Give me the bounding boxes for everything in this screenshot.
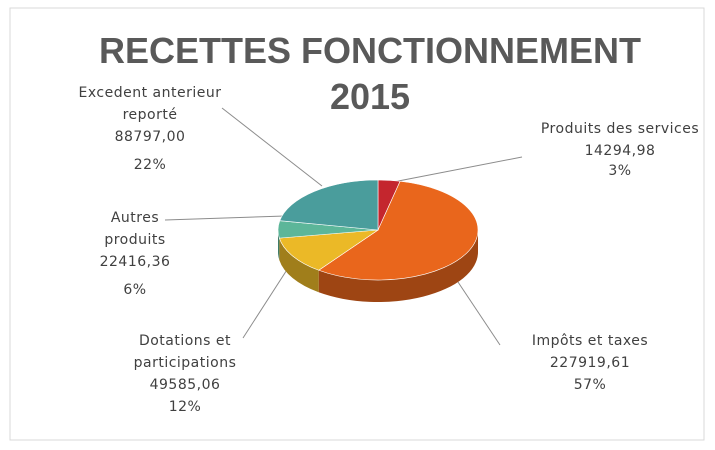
value-label: 88797,00 xyxy=(114,129,186,145)
value-label: 49585,06 xyxy=(149,377,221,393)
chart-frame xyxy=(9,7,705,441)
leader-line xyxy=(242,261,293,339)
leader-line xyxy=(387,156,523,184)
data-label: Produits des services 14294,98 3% xyxy=(520,118,715,182)
slice-side xyxy=(279,238,319,293)
value-label: 22416,36 xyxy=(99,254,171,270)
category-label: Impôts et taxes xyxy=(531,333,649,349)
percent-label: 12% xyxy=(168,399,202,415)
slice xyxy=(278,229,380,271)
category-label: Excedent anterieur reporté xyxy=(78,85,222,123)
percent-label: 3% xyxy=(608,163,632,179)
data-label: Impôts et taxes 227919,61 57% xyxy=(495,330,685,396)
pie xyxy=(277,179,479,302)
slice xyxy=(318,180,479,281)
category-label: Dotations et participations xyxy=(133,333,237,371)
percent-label: 6% xyxy=(123,282,147,298)
data-label: Autres produits 22416,36 6% xyxy=(90,207,180,301)
leader-lines xyxy=(164,107,523,346)
data-label: Excedent anterieur reporté 88797,00 22% xyxy=(55,82,245,176)
percent-label: 57% xyxy=(573,377,607,393)
leader-line xyxy=(164,215,286,221)
slice xyxy=(279,179,379,231)
value-label: 14294,98 xyxy=(584,143,656,159)
category-label: Autres produits xyxy=(104,210,166,248)
leader-line xyxy=(221,107,323,187)
value-label: 227919,61 xyxy=(549,355,631,371)
data-label: Dotations et participations 49585,06 12% xyxy=(115,330,255,418)
slice-side xyxy=(318,230,478,302)
chart-title: RECETTES FONCTIONNEMENT 2015 xyxy=(98,30,641,117)
leader-line xyxy=(457,281,501,346)
percent-label: 22% xyxy=(133,157,167,173)
category-label: Produits des services xyxy=(540,121,700,137)
